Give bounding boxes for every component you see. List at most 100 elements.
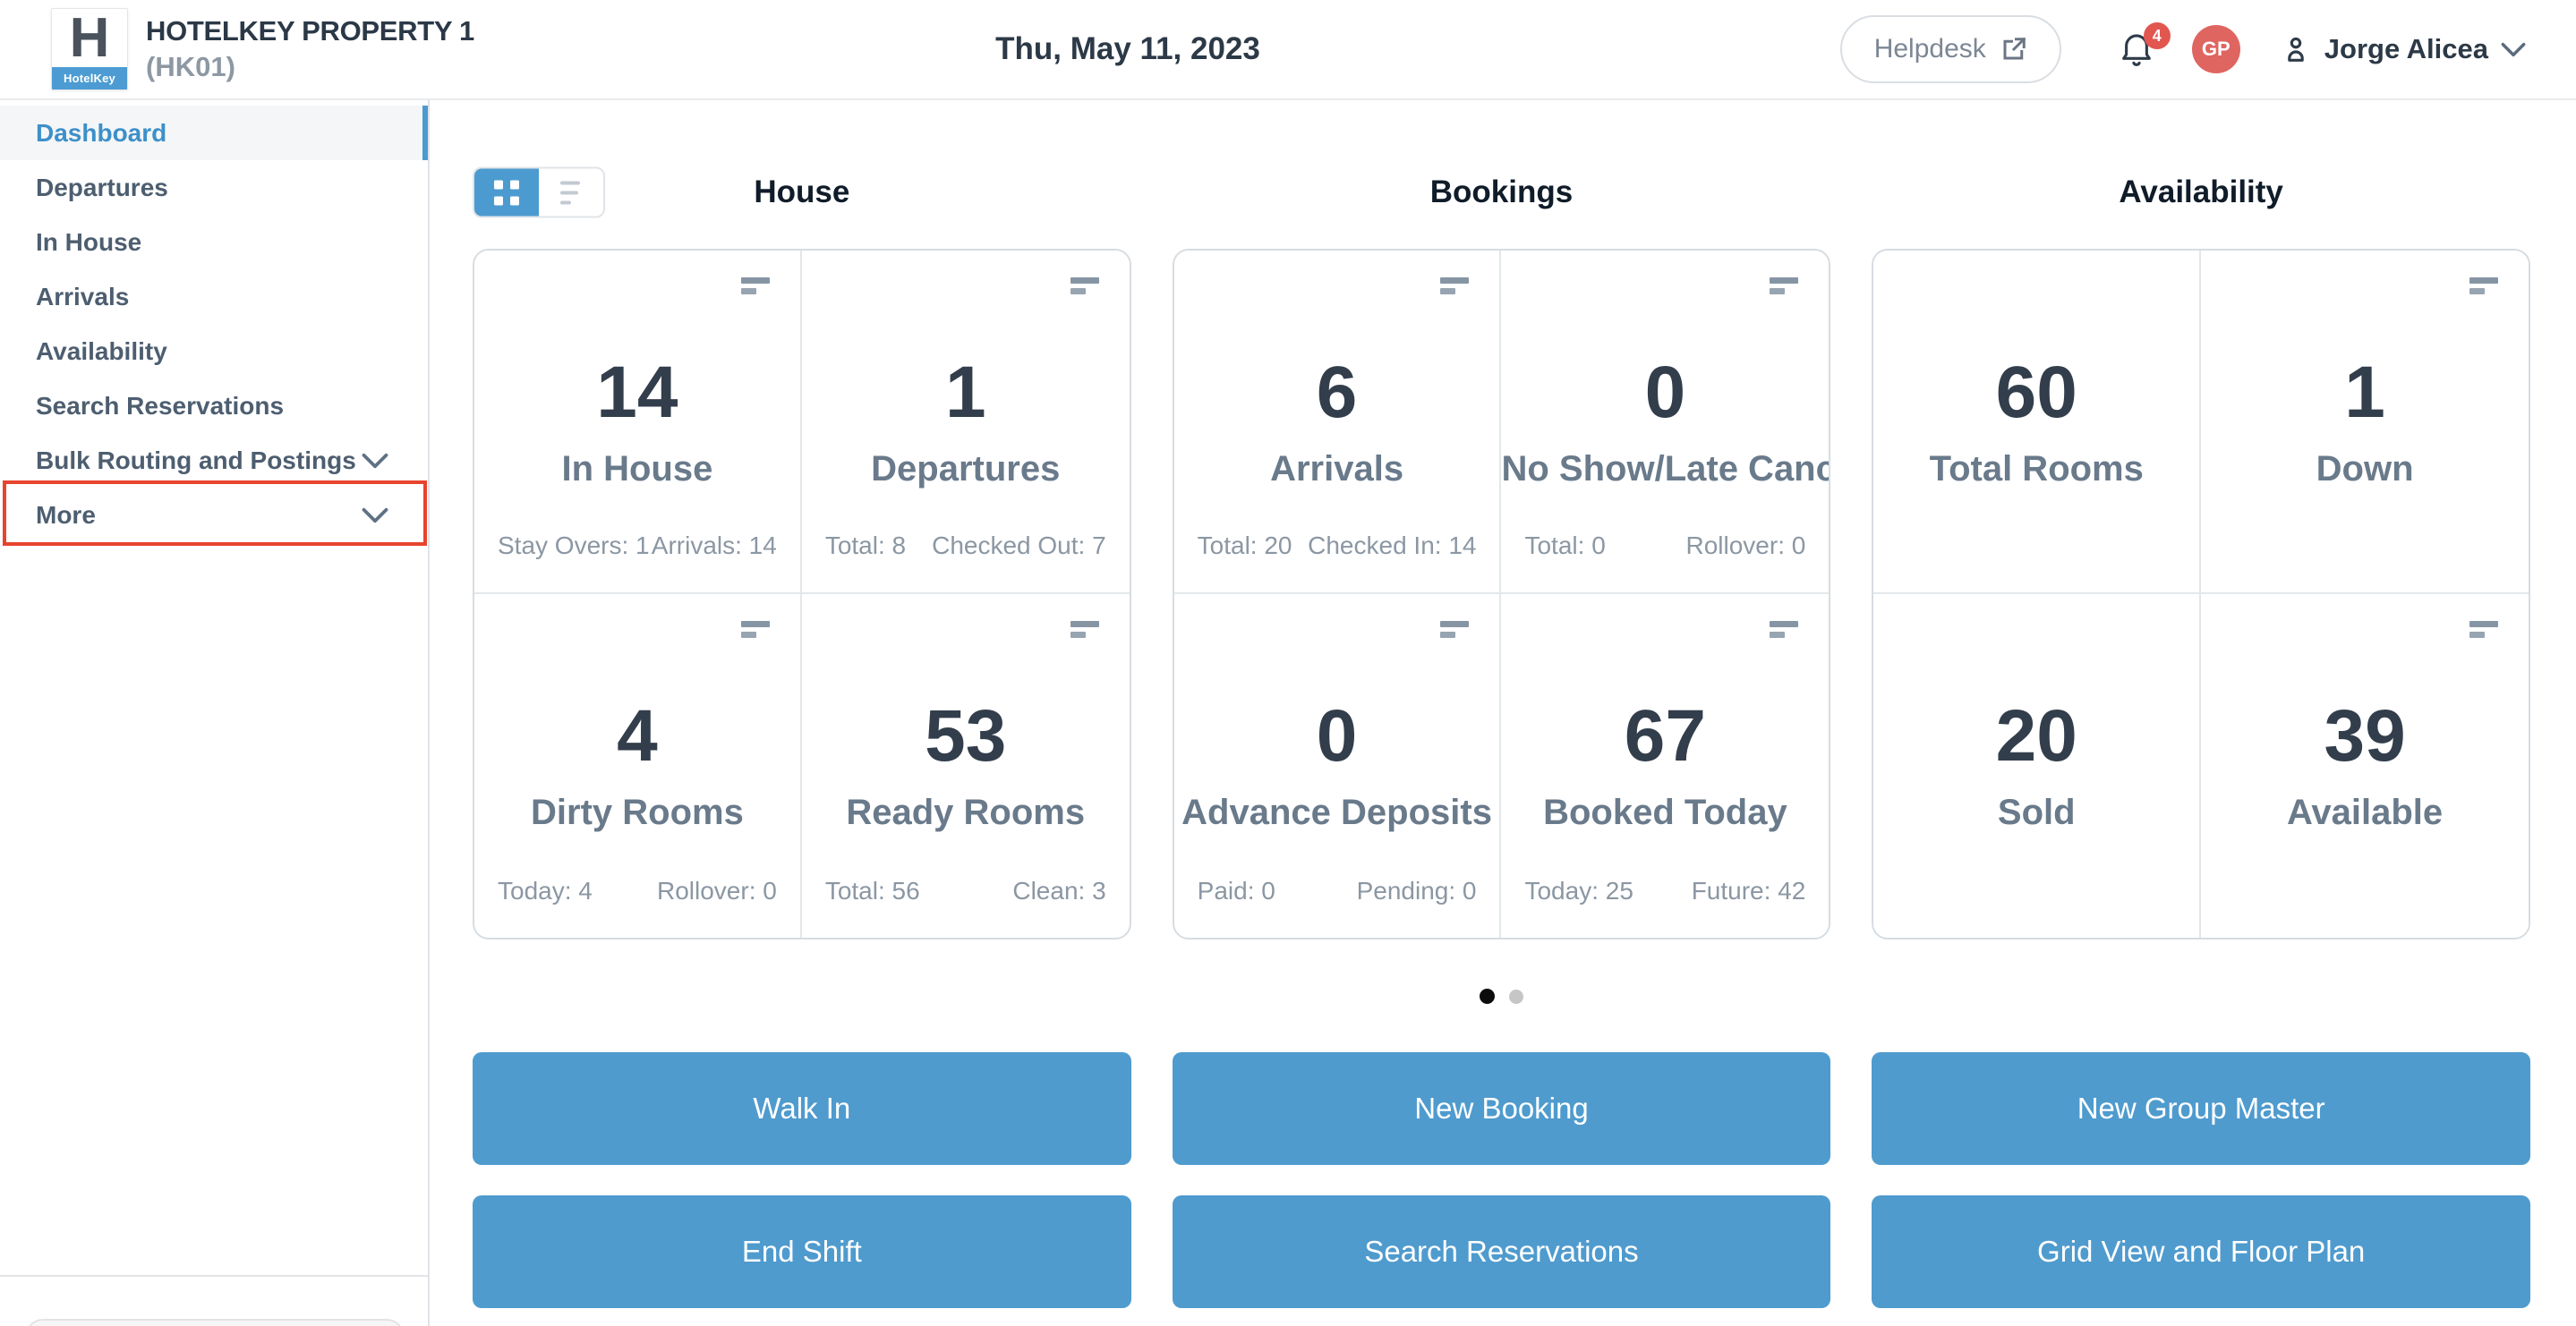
user-name: Jorge Alicea	[2324, 33, 2488, 64]
stat-right: Rollover: 0	[656, 877, 777, 905]
chevron-down-icon	[2501, 42, 2526, 57]
header-controls: Helpdesk 4 GP	[1839, 15, 2526, 83]
stat-label: Down	[2316, 449, 2414, 489]
sidebar-item-label: Availability	[36, 336, 167, 365]
card-advance-deposits[interactable]: 0 Advance Deposits Paid: 0 Pending: 0	[1173, 594, 1502, 938]
stat-left: Total: 8	[824, 531, 907, 559]
stat-value: 14	[596, 352, 678, 433]
list-view-button[interactable]	[539, 168, 603, 217]
stat-card-groups: 14 In House Stay Overs: 1 Arrivals: 14 1…	[473, 249, 2530, 939]
availability-card-group: 60 Total Rooms 1 Down 20 Sold 39	[1872, 249, 2530, 939]
stats-bars-icon[interactable]	[2469, 621, 2498, 638]
hotelkey-logo[interactable]: H HotelKey	[51, 8, 128, 90]
stat-left: Stay Overs: 1	[498, 531, 650, 559]
stat-value: 39	[2324, 695, 2406, 777]
sidebar-item-search-reservations[interactable]: Search Reservations	[0, 378, 428, 433]
card-available[interactable]: 39 Available	[2201, 594, 2529, 938]
dashboard-main: House Bookings Availability 14 In House	[430, 100, 2576, 1326]
stat-value: 53	[925, 695, 1007, 777]
card-in-house[interactable]: 14 In House Stay Overs: 1 Arrivals: 14	[474, 251, 802, 594]
stats-bars-icon[interactable]	[1770, 277, 1799, 294]
card-stats: Total: 56 Clean: 3	[825, 877, 1106, 905]
section-title-availability: Availability	[2119, 174, 2283, 209]
stat-value: 1	[2344, 352, 2385, 433]
sidebar-bottom-pill[interactable]	[25, 1319, 405, 1326]
pagination-dot[interactable]	[1509, 989, 1523, 1004]
pagination-dot-active[interactable]	[1480, 989, 1495, 1004]
card-stats: Total: 0 Rollover: 0	[1524, 531, 1805, 560]
new-group-master-button[interactable]: New Group Master	[1872, 1052, 2530, 1165]
sidebar-item-bulk-routing[interactable]: Bulk Routing and Postings	[0, 433, 428, 488]
sidebar-item-label: Bulk Routing and Postings	[36, 446, 356, 474]
sidebar-item-label: Departures	[36, 173, 168, 201]
grid-view-floor-plan-button[interactable]: Grid View and Floor Plan	[1872, 1195, 2530, 1308]
property-title-block: HOTELKEY PROPERTY 1 (HK01)	[146, 15, 474, 84]
notifications-button[interactable]: 4	[2117, 22, 2171, 69]
card-ready-rooms[interactable]: 53 Ready Rooms Total: 56 Clean: 3	[801, 594, 1130, 938]
sidebar-item-label: More	[36, 500, 96, 529]
card-stats: Total: 20 Checked In: 14	[1198, 531, 1477, 560]
house-card-group: 14 In House Stay Overs: 1 Arrivals: 14 1…	[473, 249, 1131, 939]
stat-label: Sold	[1997, 793, 2076, 832]
stats-bars-icon[interactable]	[740, 621, 770, 638]
availability-section-header: Availability	[1872, 161, 2530, 224]
section-header-row: House Bookings Availability	[473, 161, 2530, 224]
grid-view-button[interactable]	[474, 168, 539, 217]
card-no-show-late-cancel[interactable]: 0 No Show/Late Cancel Total: 0 Rollover:…	[1501, 251, 1829, 594]
walk-in-button[interactable]: Walk In	[473, 1052, 1131, 1165]
sidebar-item-label: In House	[36, 227, 142, 256]
card-stats: Today: 4 Rollover: 0	[498, 877, 777, 905]
stat-right: Rollover: 0	[1685, 531, 1806, 559]
avatar[interactable]: GP	[2191, 25, 2240, 73]
stats-bars-icon[interactable]	[2469, 277, 2498, 294]
sidebar-item-availability[interactable]: Availability	[0, 324, 428, 378]
stats-bars-icon[interactable]	[740, 277, 770, 294]
helpdesk-button[interactable]: Helpdesk	[1839, 15, 2061, 83]
stat-label: In House	[561, 449, 713, 489]
card-departures[interactable]: 1 Departures Total: 8 Checked Out: 7	[801, 251, 1130, 594]
stats-bars-icon[interactable]	[1440, 621, 1470, 638]
stat-left: Today: 25	[1524, 877, 1633, 905]
card-booked-today[interactable]: 67 Booked Today Today: 25 Future: 42	[1501, 594, 1830, 938]
sidebar-item-more[interactable]: More	[0, 480, 428, 546]
stats-bars-icon[interactable]	[1070, 277, 1099, 294]
new-booking-button[interactable]: New Booking	[1172, 1052, 1831, 1165]
quick-actions: Walk In End Shift New Booking Search Res…	[473, 1052, 2530, 1308]
card-arrivals[interactable]: 6 Arrivals Total: 20 Checked In: 14	[1173, 251, 1502, 594]
sidebar-item-departures[interactable]: Departures	[0, 160, 428, 215]
search-reservations-button[interactable]: Search Reservations	[1172, 1195, 1831, 1308]
stat-right: Clean: 3	[1012, 877, 1106, 905]
sidebar-bottom-section	[0, 1275, 428, 1326]
bookings-section-header: Bookings	[1173, 161, 1831, 224]
chevron-down-icon	[362, 507, 388, 523]
card-sold[interactable]: 20 Sold	[1873, 594, 2202, 938]
stat-label: No Show/Late Cancel	[1501, 449, 1831, 489]
stat-left: Total: 20	[1197, 531, 1292, 559]
property-code: (HK01)	[146, 51, 235, 83]
stat-value: 60	[1995, 352, 2077, 433]
stats-bars-icon[interactable]	[1440, 277, 1470, 294]
logo-brand-label: HotelKey	[52, 67, 127, 89]
stats-bars-icon[interactable]	[1070, 621, 1099, 638]
sidebar-item-label: Search Reservations	[36, 391, 285, 420]
sidebar-item-in-house[interactable]: In House	[0, 215, 428, 269]
sidebar-item-arrivals[interactable]: Arrivals	[0, 269, 428, 324]
card-dirty-rooms[interactable]: 4 Dirty Rooms Today: 4 Rollover: 0	[474, 594, 802, 938]
card-down[interactable]: 1 Down	[2201, 251, 2529, 594]
card-total-rooms[interactable]: 60 Total Rooms	[1873, 251, 2202, 594]
stat-label: Advance Deposits	[1181, 793, 1492, 832]
stat-value: 1	[944, 352, 986, 433]
house-section-header: House	[473, 161, 1131, 224]
end-shift-button[interactable]: End Shift	[473, 1195, 1131, 1308]
view-toggle	[473, 166, 605, 218]
top-header: H HotelKey HOTELKEY PROPERTY 1 (HK01) Th…	[0, 0, 2576, 100]
sidebar-item-dashboard[interactable]: Dashboard	[0, 106, 428, 160]
user-menu[interactable]: Jorge Alicea	[2280, 33, 2526, 65]
stat-left: Today: 4	[498, 877, 593, 905]
business-date: Thu, May 11, 2023	[995, 31, 1260, 66]
helpdesk-label: Helpdesk	[1873, 34, 1986, 64]
carousel-pagination	[473, 989, 2530, 1004]
stats-bars-icon[interactable]	[1770, 621, 1799, 638]
house-actions: Walk In End Shift	[473, 1052, 1131, 1308]
